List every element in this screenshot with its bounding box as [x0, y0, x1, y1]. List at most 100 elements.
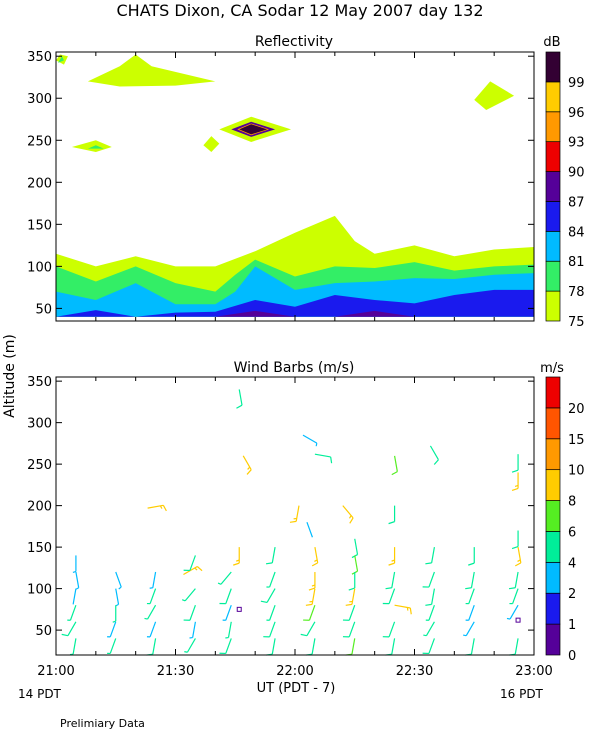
wind-barb-shaft — [425, 621, 435, 636]
wind-barb — [115, 588, 120, 607]
wind-barb-shaft — [184, 588, 196, 602]
wind-barb — [465, 588, 475, 605]
wind-colorbar-swatch — [545, 531, 561, 563]
wind-barb — [236, 606, 242, 612]
wind-barb — [265, 638, 276, 656]
wind-barb-shaft — [306, 621, 316, 636]
wind-barb — [506, 604, 519, 620]
wind-barb-shaft — [468, 588, 475, 604]
wind-barb-half-feather — [72, 570, 77, 573]
wind-barb-shaft — [152, 571, 157, 588]
reflectivity-patch-75 — [203, 136, 220, 153]
wind-y-tick-label: 200 — [27, 500, 52, 515]
wind-barb — [289, 505, 300, 523]
wind-x-tick-label: 22:00 — [276, 664, 313, 679]
reflectivity-patch-75 — [71, 140, 112, 153]
figure-title: CHATS Dixon, CA Sodar 12 May 2007 day 13… — [116, 1, 483, 20]
wind-barb-shaft — [189, 605, 196, 621]
wind-barb — [382, 588, 396, 605]
reflectivity-y-tick-label: 50 — [35, 302, 52, 317]
wind-barb — [107, 638, 117, 655]
wind-barb — [217, 571, 232, 585]
wind-barb-feather — [233, 562, 240, 566]
wind-barb-shaft — [192, 621, 197, 638]
wind-barb — [385, 571, 396, 590]
wind-barb-shaft — [67, 621, 77, 636]
reflectivity-patch-78 — [87, 145, 104, 149]
wind-x-tick-label: 22:30 — [396, 664, 433, 679]
reflectivity-colorbar-label: 75 — [568, 315, 585, 330]
wind-barb — [233, 547, 240, 566]
wind-barb — [514, 547, 522, 567]
wind-barb-shaft — [391, 638, 396, 655]
y-axis-label: Altitude (m) — [2, 334, 18, 418]
reflectivity-plot-area — [56, 54, 534, 317]
wind-barb — [242, 455, 252, 475]
wind-barb — [508, 638, 519, 656]
wind-barb-feather — [388, 562, 395, 566]
wind-barb-shaft — [302, 434, 318, 444]
wind-barb-feather — [508, 587, 516, 590]
wind-barb — [388, 547, 396, 566]
wind-colorbar-label: 10 — [568, 464, 585, 479]
wind-barb-shaft — [351, 638, 356, 655]
reflectivity-colorbar-swatch — [545, 141, 561, 172]
wind-barb-shaft — [266, 588, 276, 603]
wind-barb — [219, 638, 232, 655]
wind-barb-shaft — [428, 638, 435, 654]
wind-barb — [69, 638, 77, 656]
wind-barb-half-feather — [314, 559, 318, 562]
wind-barb-half-feather — [348, 515, 352, 519]
reflectivity-y-tick-label: 100 — [27, 260, 52, 275]
wind-barb-feather — [391, 471, 398, 476]
wind-barb-shaft — [69, 605, 77, 621]
wind-barb-shaft — [115, 571, 122, 588]
wind-barb — [61, 621, 77, 637]
wind-barb — [222, 605, 232, 621]
wind-barb-feather — [345, 603, 353, 606]
wind-barb-half-feather — [423, 634, 427, 637]
reflectivity-colorbar-label: 81 — [568, 255, 585, 270]
wind-barb-shaft — [391, 571, 396, 588]
wind-colorbar-swatch — [545, 592, 561, 625]
wind-barb-shaft — [468, 605, 475, 621]
wind-barb-half-feather — [159, 505, 163, 509]
wind-barb-shaft — [388, 588, 396, 604]
reflectivity-colorbar-swatch — [545, 111, 561, 143]
wind-barb — [183, 555, 196, 572]
wind-barb-shaft — [348, 605, 356, 621]
wind-barb — [429, 445, 439, 465]
wind-barb — [260, 588, 276, 604]
wind-barb-shaft — [271, 547, 276, 563]
wind-barb — [303, 605, 316, 621]
wind-barb — [236, 389, 243, 409]
reflectivity-colorbar-label: 90 — [568, 166, 585, 181]
wind-barb — [189, 621, 197, 639]
reflectivity-colorbar-swatch — [545, 51, 561, 83]
reflectivity-contour-84 — [56, 289, 534, 317]
wind-barb — [422, 571, 435, 588]
wind-barb — [146, 638, 157, 656]
reflectivity-patch-75 — [87, 54, 216, 87]
wind-barb — [511, 472, 519, 492]
wind-barb-shaft — [149, 621, 157, 638]
reflectivity-colorbar-label: 99 — [568, 76, 585, 91]
wind-barb — [394, 604, 412, 615]
wind-barb-half-feather — [506, 617, 511, 620]
wind-barb — [511, 530, 519, 550]
wind-x-tick-label: 21:30 — [157, 664, 194, 679]
x-axis-label: UT (PDT - 7) — [257, 681, 336, 696]
wind-barb — [345, 638, 356, 656]
wind-barb-shaft — [465, 621, 475, 636]
wind-barb — [382, 621, 396, 638]
wind-barb — [351, 555, 359, 575]
wind-barb-feather — [311, 562, 318, 567]
wind-colorbar-label: 4 — [568, 556, 576, 571]
wind-barb-shaft — [72, 588, 77, 605]
wind-barb — [342, 605, 356, 621]
wind-barb-shaft — [393, 455, 398, 472]
wind-barb — [300, 621, 316, 637]
wind-barb-shaft — [269, 621, 276, 638]
wind-barb — [348, 572, 356, 591]
